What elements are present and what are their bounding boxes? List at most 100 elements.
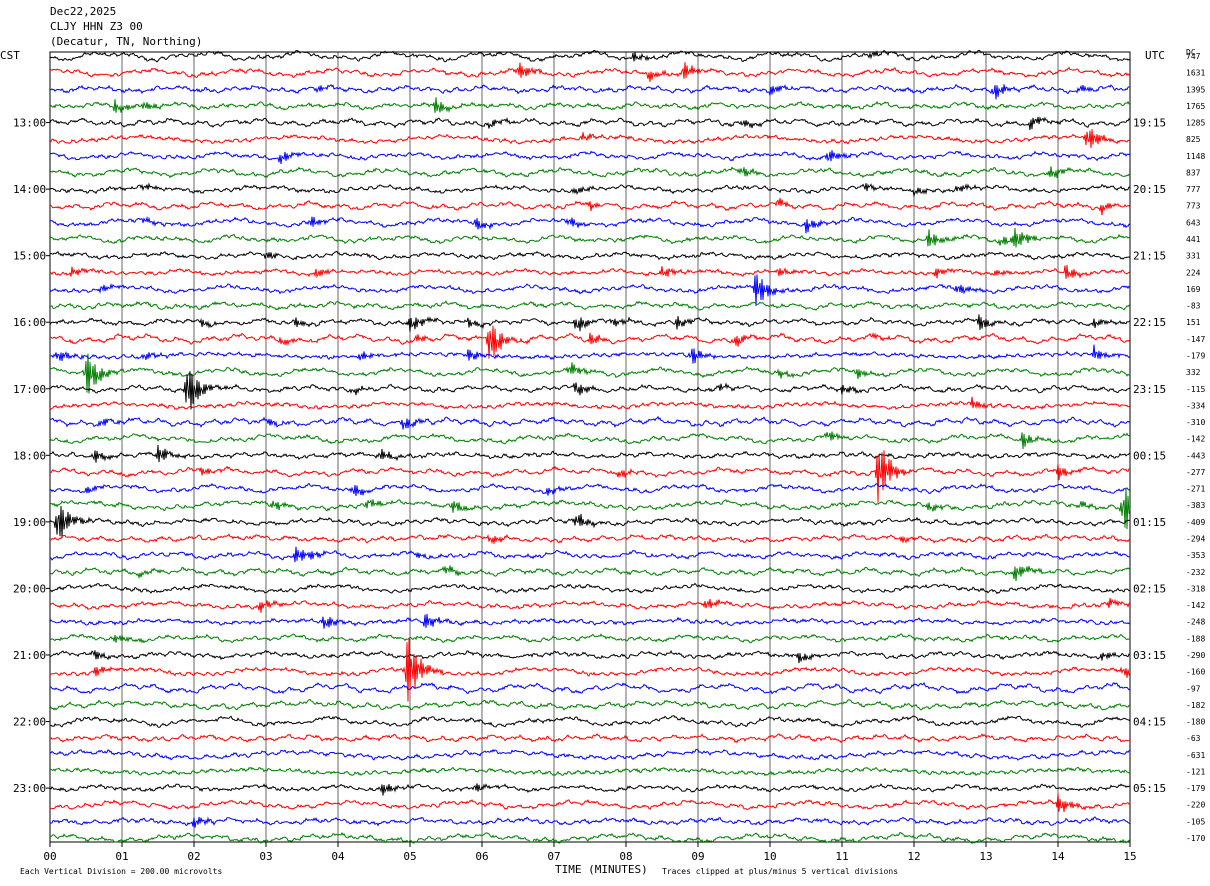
dc-offset-label: -115	[1186, 385, 1205, 394]
right-time-label: 01:15	[1133, 516, 1166, 529]
dc-offset-label: -180	[1186, 718, 1205, 727]
right-time-label: 21:15	[1133, 250, 1166, 263]
dc-offset-label: 837	[1186, 168, 1201, 177]
dc-offset-label: 643	[1186, 218, 1201, 227]
x-tick-label: 03	[259, 850, 272, 863]
seismic-trace	[49, 227, 1131, 248]
x-tick-label: 13	[979, 850, 992, 863]
x-tick-label: 10	[763, 850, 776, 863]
seismic-trace	[49, 215, 1131, 234]
dc-offset-label: -121	[1186, 767, 1205, 776]
header-station: CLJY HHN Z3 00	[50, 20, 143, 33]
seismic-trace	[49, 353, 1131, 394]
seismic-trace	[49, 637, 1131, 702]
left-axis-title: CST	[0, 49, 20, 62]
seismic-trace	[49, 546, 1131, 563]
seismic-trace	[49, 783, 1130, 796]
dc-offset-label: -63	[1186, 734, 1201, 743]
x-tick-label: 14	[1051, 850, 1065, 863]
dc-offset-label: -318	[1186, 584, 1205, 593]
seismic-trace	[49, 698, 1131, 711]
seismic-trace	[49, 83, 1131, 100]
x-tick-label: 06	[475, 850, 488, 863]
x-tick-label: 09	[691, 850, 704, 863]
seismic-trace	[49, 482, 1131, 496]
seismic-trace	[49, 116, 1131, 131]
scale-note: Each Vertical Division = 200.00 microvol…	[20, 867, 223, 876]
left-time-label: 23:00	[13, 782, 46, 795]
right-time-label: 00:15	[1133, 449, 1166, 462]
x-tick-label: 07	[547, 850, 560, 863]
dc-offset-label: -383	[1186, 501, 1205, 510]
x-tick-label: 01	[115, 850, 128, 863]
header-location: (Decatur, TN, Northing)	[50, 35, 203, 48]
dc-offset-label: 332	[1186, 368, 1201, 377]
dc-offset-label: -232	[1186, 568, 1205, 577]
right-time-label: 05:15	[1133, 782, 1166, 795]
left-time-label: 16:00	[13, 316, 46, 329]
dc-offset-label: 1395	[1186, 85, 1205, 94]
right-time-label: 02:15	[1133, 582, 1166, 595]
dc-offset-label: 151	[1186, 318, 1201, 327]
seismic-trace	[49, 633, 1131, 644]
dc-offset-label: 331	[1186, 252, 1201, 261]
dc-offset-label: -97	[1186, 684, 1201, 693]
seismic-trace	[49, 250, 1131, 262]
left-time-label: 13:00	[13, 117, 46, 130]
seismic-trace	[49, 182, 1131, 198]
dc-offset-label: -443	[1186, 451, 1205, 460]
right-time-label: 03:15	[1133, 649, 1166, 662]
seismic-trace	[49, 129, 1131, 149]
right-time-label: 20:15	[1133, 183, 1166, 196]
seismic-trace	[49, 62, 1131, 82]
seismic-trace	[49, 597, 1131, 613]
x-tick-label: 12	[907, 850, 920, 863]
left-time-label: 15:00	[13, 250, 46, 263]
dc-offset-label: -334	[1186, 401, 1205, 410]
seismic-trace	[49, 533, 1131, 545]
dc-offset-label: -631	[1186, 751, 1205, 760]
seismic-trace	[49, 565, 1131, 582]
dc-offset-label: -142	[1186, 601, 1205, 610]
seismic-trace	[49, 793, 1131, 813]
dc-offset-label: -409	[1186, 518, 1205, 527]
seismic-trace	[49, 314, 1131, 332]
left-time-label: 14:00	[13, 183, 46, 196]
seismic-trace	[49, 831, 1131, 844]
left-time-label: 22:00	[13, 716, 46, 729]
left-time-label: 18:00	[13, 449, 46, 462]
dc-offset-label: -179	[1186, 351, 1205, 360]
seismic-trace	[49, 681, 1131, 695]
left-time-label: 21:00	[13, 649, 46, 662]
seismic-trace	[49, 431, 1131, 450]
seismic-trace	[49, 748, 1131, 761]
right-time-label: 19:15	[1133, 117, 1166, 130]
dc-offset-label: 1285	[1186, 119, 1205, 128]
dc-title: DC	[1186, 48, 1196, 57]
dc-offset-label: -147	[1186, 335, 1205, 344]
dc-offset-label: 1148	[1186, 152, 1205, 161]
seismic-trace	[49, 197, 1131, 216]
seismic-trace	[49, 371, 1131, 410]
dc-offset-label: 1631	[1186, 69, 1205, 78]
seismic-trace	[49, 415, 1131, 430]
seismic-trace	[49, 715, 1131, 728]
x-tick-label: 08	[619, 850, 632, 863]
right-time-label: 22:15	[1133, 316, 1166, 329]
x-tick-label: 15	[1123, 850, 1136, 863]
left-time-label: 17:00	[13, 383, 46, 396]
seismic-trace	[49, 613, 1131, 629]
seismic-trace	[49, 166, 1131, 179]
seismic-trace	[49, 487, 1131, 530]
seismic-trace	[50, 444, 1131, 463]
seismic-trace	[50, 325, 1131, 359]
x-tick-label: 02	[187, 850, 200, 863]
dc-offset-label: -271	[1186, 485, 1205, 494]
dc-offset-label: -83	[1186, 302, 1201, 311]
dc-offset-label: -105	[1186, 817, 1205, 826]
x-tick-label: 04	[331, 850, 345, 863]
dc-offset-label: 747	[1186, 52, 1201, 61]
dc-offset-label: -179	[1186, 784, 1205, 793]
seismic-trace	[49, 150, 1131, 164]
